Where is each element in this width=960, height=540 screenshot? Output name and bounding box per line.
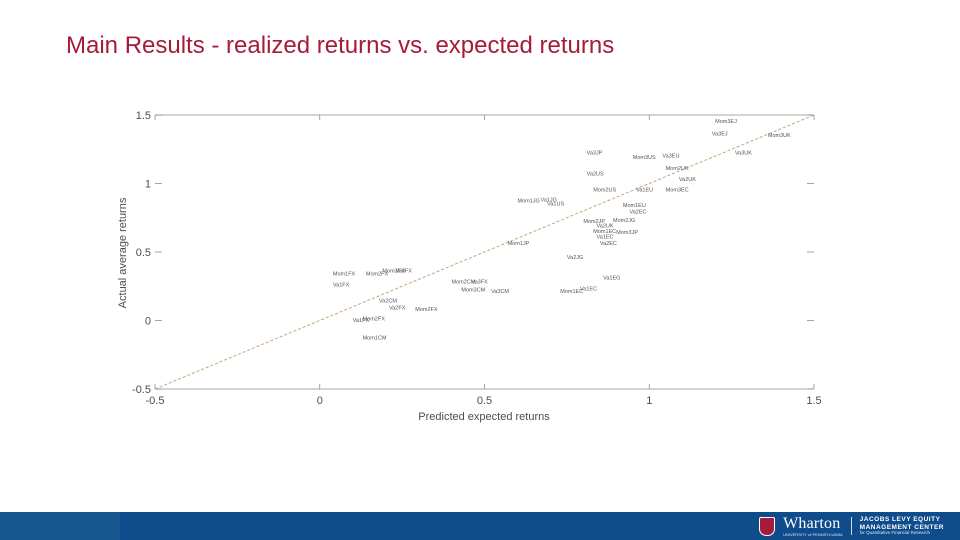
center-name-line1: JACOBS LEVY EQUITY <box>859 516 941 524</box>
y-tick-label: -0.5 <box>132 384 151 396</box>
y-tick-label: 0 <box>145 316 151 328</box>
data-point-label: Va1EU <box>636 188 653 194</box>
data-point-label: Mom2JG <box>613 218 635 224</box>
data-point-label: Mom3FX <box>382 269 405 275</box>
data-point-label: Mom2FX <box>415 307 438 313</box>
data-point-label: Va2UK <box>679 177 696 183</box>
data-point-label: Mom2JP <box>583 219 605 225</box>
data-point-label: Va2EC <box>629 210 646 216</box>
data-point-label: Mom1EC <box>560 289 583 295</box>
data-point-label: Va2FX <box>389 306 406 312</box>
wharton-wordmark: Wharton <box>783 514 841 532</box>
x-tick-label: 1 <box>646 395 652 407</box>
data-point-label: Mom3EJ <box>715 119 737 125</box>
x-tick-label: 0 <box>317 395 323 407</box>
data-point-label: Va3UK <box>735 151 752 157</box>
data-point-label: Va1FX <box>333 282 350 288</box>
y-tick-label: 0.5 <box>136 247 151 259</box>
data-point-label: Va3FX <box>396 269 413 275</box>
x-tick-label: -0.5 <box>146 395 165 407</box>
data-point-label: Mom2FX <box>363 317 386 323</box>
reference-line-45deg <box>154 114 815 390</box>
data-point-label: Mom3US <box>633 155 656 161</box>
data-point-label: Mom1FX <box>333 271 356 277</box>
data-point-label: Mom2US <box>593 188 616 194</box>
data-point-label: Mom1JP <box>508 241 530 247</box>
university-label: UNIVERSITY of PENNSYLVANIA <box>783 531 843 537</box>
footer-branding: Wharton UNIVERSITY of PENNSYLVANIA JACOB… <box>759 515 944 537</box>
data-point-label: Va3CM <box>491 289 509 295</box>
x-tick-label: 0.5 <box>477 395 492 407</box>
data-point-label: Va2UK <box>597 223 614 229</box>
penn-shield-icon <box>759 516 776 536</box>
data-point-label: Mom2FX <box>366 271 389 277</box>
data-point-label: Mom1EC <box>593 229 616 235</box>
data-point-label: Mom3CM <box>461 288 485 294</box>
y-tick-label: 1.5 <box>136 110 151 122</box>
data-point-label: Va3EJ <box>712 132 728 138</box>
data-point-label: Va1EC <box>597 234 614 240</box>
y-tick-label: 1 <box>145 179 151 191</box>
data-point-label: Va1US <box>547 201 564 207</box>
data-point-label: Va2EC <box>600 241 617 247</box>
y-axis-label: Actual average returns <box>117 197 129 308</box>
data-point-label: Va2CM <box>379 299 397 305</box>
data-point-label: Mom3UK <box>768 133 791 139</box>
data-point-label: Mom3EC <box>666 188 689 194</box>
data-point-label: Va3EU <box>662 153 679 159</box>
scatter-chart: -0.5 0 0.5 1 1.5 -0.5 0 0.5 1 1.5 Mom3EJ Va3EJ Mom3… <box>117 110 822 423</box>
x-tick-label: 1.5 <box>806 395 821 407</box>
data-point-label: Mom1EU <box>623 203 646 209</box>
data-point-label: Va2US <box>587 171 604 177</box>
data-point-label: Mom1CM <box>363 336 387 342</box>
slide-title: Main Results - realized returns vs. expe… <box>66 32 615 59</box>
data-point-label: Va1JG <box>541 197 557 203</box>
data-point-label: Va1EG <box>603 275 620 281</box>
data-point-label: Mom2UK <box>666 166 689 172</box>
data-point-label: Mom2CM <box>452 280 476 286</box>
data-point-label: Mom1JG <box>517 199 539 205</box>
x-axis-label: Predicted expected returns <box>418 411 550 423</box>
footer-bar: Wharton UNIVERSITY of PENNSYLVANIA JACOB… <box>0 512 960 540</box>
brand-divider <box>850 517 852 535</box>
footer-band <box>0 512 120 540</box>
data-point-label: Mom3JP <box>616 230 638 236</box>
center-name-line2: MANAGEMENT CENTER <box>859 523 944 531</box>
data-point-label: Va3JP <box>587 151 603 157</box>
center-tagline: for Quantitative Financial Research <box>859 529 930 535</box>
data-point-label: Va1FX <box>353 318 370 324</box>
data-point-label: Va2JG <box>567 255 583 261</box>
data-point-label: Va3FX <box>471 280 488 286</box>
data-point-label: Va1EC <box>580 286 597 292</box>
